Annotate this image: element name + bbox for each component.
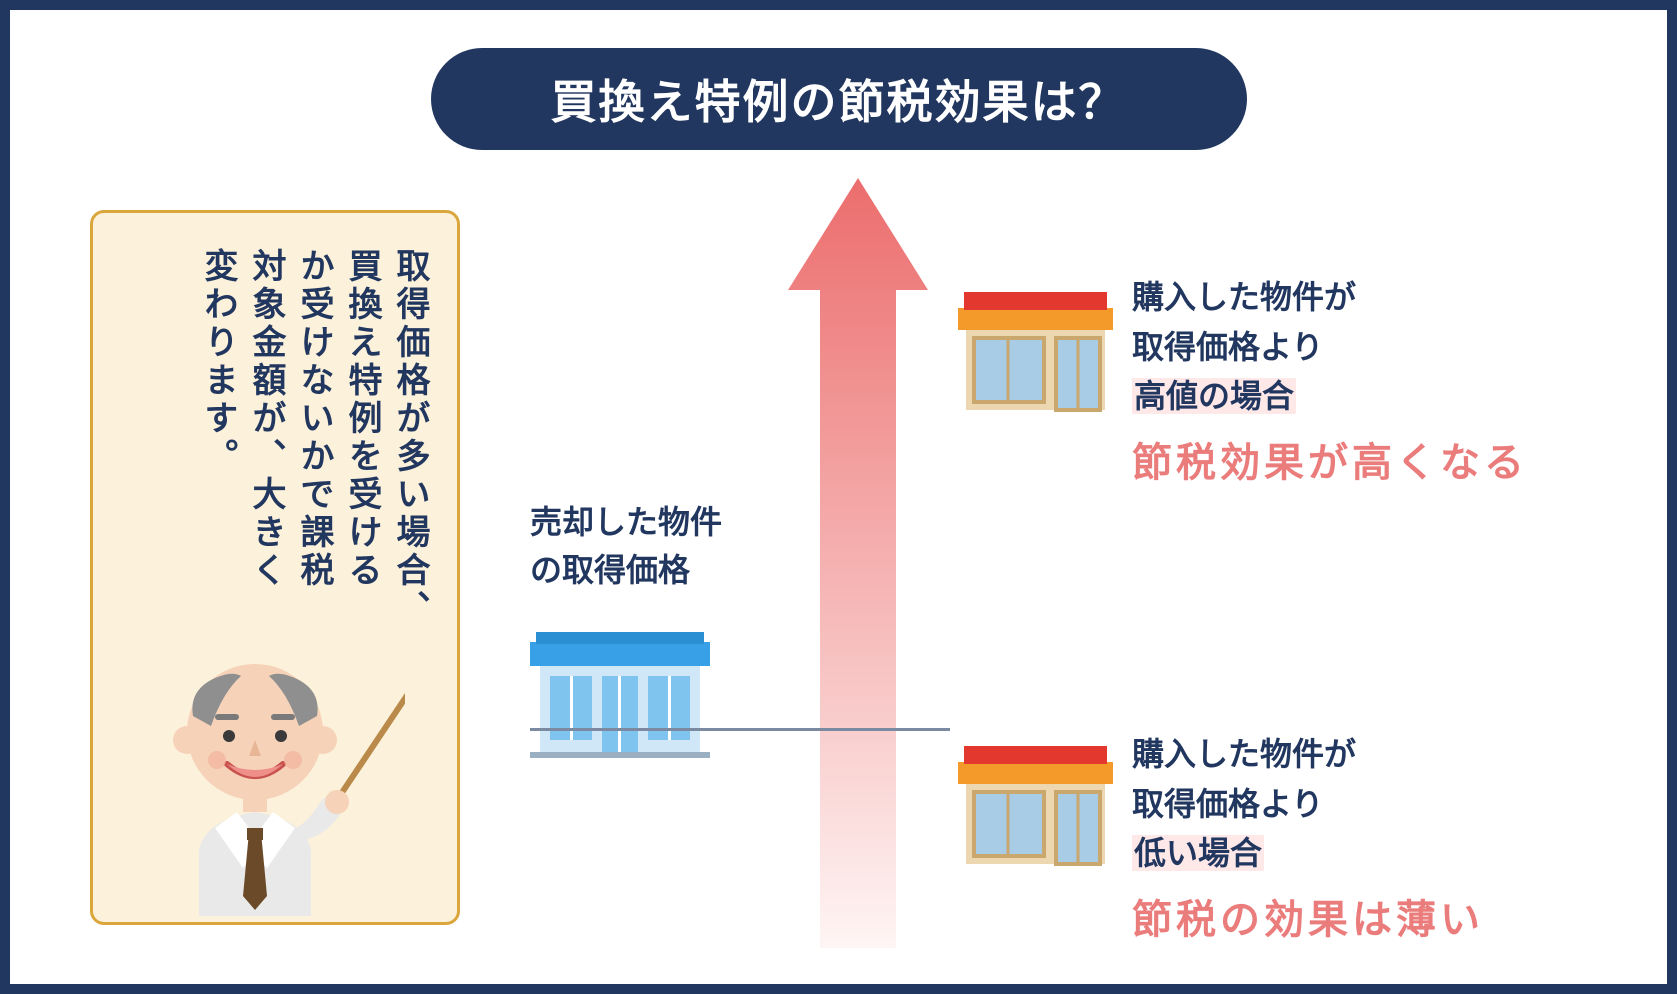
low-value-case: 購入した物件が 取得価格より 低い場合 節税の効果は薄い <box>1132 730 1484 945</box>
title-pill: 買換え特例の節税効果は？ <box>431 48 1247 150</box>
explainer-callout: 取得価格が多い場合、 買換え特例を受ける か受けないかで課税 対象金額が、大きく… <box>90 210 460 925</box>
sold-label-line: の取得価格 <box>530 552 690 588</box>
case-line: 取得価格より <box>1132 323 1528 373</box>
tax-effect-arrow-icon <box>788 178 928 948</box>
callout-line: 取得価格が多い場合、 <box>393 248 427 628</box>
case-line: 購入した物件が <box>1132 730 1484 780</box>
purchased-high-store <box>958 282 1113 419</box>
callout-line: か受けないかで課税 <box>297 248 331 628</box>
case-line: 購入した物件が <box>1132 273 1528 323</box>
sold-property-block: 売却した物件 の取得価格 <box>530 498 722 763</box>
sold-label-line: 売却した物件 <box>530 504 722 540</box>
blue-store-icon <box>530 618 710 758</box>
orange-store-icon <box>958 736 1113 868</box>
case-line: 取得価格より <box>1132 780 1484 830</box>
case-line-highlight: 低い場合 <box>1132 829 1484 879</box>
callout-line: 対象金額が、大きく <box>249 248 283 628</box>
case-emphasis: 節税効果が高くなる <box>1132 430 1528 488</box>
callout-line: 買換え特例を受ける <box>345 248 379 628</box>
teacher-mascot-icon <box>145 636 405 916</box>
sold-property-label: 売却した物件 の取得価格 <box>530 498 722 594</box>
high-value-case: 購入した物件が 取得価格より 高値の場合 節税効果が高くなる <box>1132 273 1528 488</box>
orange-store-icon <box>958 282 1113 414</box>
purchased-low-store <box>958 736 1113 873</box>
baseline-rule <box>530 728 950 731</box>
infographic-frame: 買換え特例の節税効果は？ 取得価格が多い場合、 買換え特例を受ける か受けないか… <box>0 0 1677 994</box>
callout-line: 変わります。 <box>201 248 235 628</box>
case-emphasis: 節税の効果は薄い <box>1132 887 1484 945</box>
callout-vertical-text: 取得価格が多い場合、 買換え特例を受ける か受けないかで課税 対象金額が、大きく… <box>201 248 427 628</box>
case-line-highlight: 高値の場合 <box>1132 372 1528 422</box>
